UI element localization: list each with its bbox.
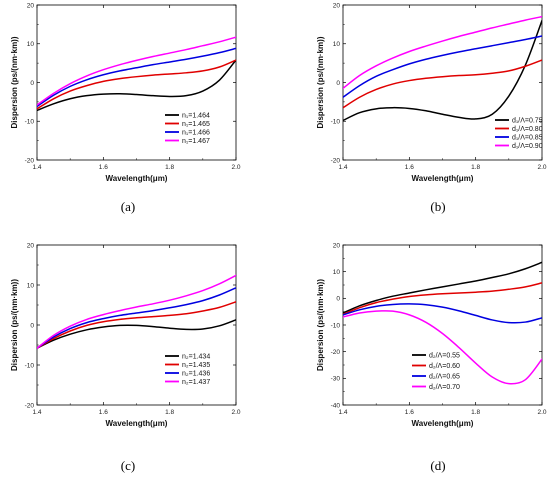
y-axis-label: Dispersion (ps/(nm·km)) (10, 36, 19, 128)
series-line-2 (37, 47, 236, 108)
series-line-2 (37, 287, 236, 349)
legend-label: d₁/Λ=0.90 (512, 143, 543, 150)
legend-label: n₁=1.464 (182, 112, 210, 119)
series-line-1 (37, 59, 236, 110)
y-tick-label: 20 (333, 2, 341, 9)
panel-label: (a) (121, 199, 135, 214)
x-tick-label: 2.0 (537, 409, 546, 416)
legend-label: d₁/Λ=0.85 (512, 134, 543, 141)
y-tick-label: 0 (30, 80, 34, 87)
x-tick-label: 1.6 (99, 164, 108, 171)
series-line-1 (343, 59, 542, 109)
panel-label: (c) (121, 458, 135, 473)
x-tick-label: 1.4 (338, 409, 347, 416)
y-tick-label: 10 (333, 269, 341, 276)
x-tick-label: 1.4 (32, 164, 41, 171)
x-tick-label: 1.6 (405, 164, 414, 171)
x-tick-label: 1.6 (405, 409, 414, 416)
series-group (343, 15, 542, 122)
y-tick-label: 0 (30, 322, 34, 329)
y-tick-label: 20 (27, 2, 35, 9)
y-tick-label: 10 (27, 41, 35, 48)
y-tick-label: 20 (27, 242, 35, 249)
x-axis-label: Wavelength(μm) (412, 419, 474, 428)
plot-frame (36, 4, 237, 161)
y-tick-label: -10 (25, 362, 35, 369)
chart-panel-2: 1.4 1.6 1.8 2.0 -20 -10 0 10 20 Wavelength(μm) Dis… (10, 242, 241, 473)
legend-label: n₁=1.466 (182, 129, 210, 136)
series-line-3 (343, 15, 542, 90)
x-tick-label: 1.8 (165, 409, 174, 416)
legend-label: n₂=1.436 (182, 370, 210, 377)
y-tick-label: 10 (333, 41, 341, 48)
legend-label: d₂/Λ=0.60 (429, 363, 460, 370)
y-tick-label: -20 (25, 157, 35, 164)
series-line-0 (37, 59, 236, 112)
y-tick-label: -10 (331, 322, 341, 329)
y-axis-label: Dispersion (ps/(nm·km)) (10, 279, 19, 371)
legend-label: d₁/Λ=0.80 (512, 126, 543, 133)
legend-label: d₂/Λ=0.70 (429, 384, 460, 391)
chart-panel-0: 1.4 1.6 1.8 2.0 -20 -10 0 10 20 Wavelength(μm) Dis… (10, 2, 241, 214)
y-tick-label: -10 (25, 119, 35, 126)
legend-label: d₂/Λ=0.55 (429, 352, 460, 359)
legend-label: d₂/Λ=0.65 (429, 373, 460, 380)
x-tick-label: 2.0 (231, 164, 240, 171)
plot-frame (342, 244, 543, 406)
series-line-3 (343, 310, 542, 385)
x-axis-label: Wavelength(μm) (106, 419, 168, 428)
series-line-2 (343, 303, 542, 324)
y-tick-label: -20 (331, 157, 341, 164)
legend-label: n₂=1.437 (182, 379, 210, 386)
x-tick-label: 1.6 (99, 409, 108, 416)
series-line-0 (343, 261, 542, 314)
series-line-3 (37, 36, 236, 106)
series-group (37, 274, 236, 349)
x-tick-label: 1.4 (338, 164, 347, 171)
y-tick-label: -20 (331, 349, 341, 356)
x-tick-label: 1.8 (471, 409, 480, 416)
series-line-1 (343, 282, 542, 316)
series-line-1 (37, 301, 236, 349)
y-tick-label: 10 (27, 282, 35, 289)
y-tick-label: -10 (331, 119, 341, 126)
x-axis-label: Wavelength(μm) (412, 174, 474, 183)
series-group (343, 261, 542, 385)
legend-label: n₂=1.435 (182, 362, 210, 369)
legend-label: n₁=1.467 (182, 138, 210, 145)
chart-panel-1: 1.4 1.6 1.8 2.0 -20 -10 0 10 20 Wavelength(μm) Dis… (316, 2, 547, 214)
legend-label: d₁/Λ=0.75 (512, 117, 543, 124)
x-tick-label: 1.8 (471, 164, 480, 171)
panel-label: (b) (430, 199, 445, 214)
series-line-3 (37, 274, 236, 349)
y-axis-label: Dispersion (ps/(nm·km)) (316, 36, 325, 128)
x-axis-label: Wavelength(μm) (106, 174, 168, 183)
x-tick-label: 1.8 (165, 164, 174, 171)
x-tick-label: 2.0 (537, 164, 546, 171)
legend-label: n₂=1.434 (182, 353, 210, 360)
x-tick-label: 1.4 (32, 409, 41, 416)
panel-label: (d) (430, 458, 445, 473)
series-group (37, 36, 236, 112)
y-tick-label: 0 (336, 80, 340, 87)
legend-label: n₁=1.465 (182, 121, 210, 128)
series-line-0 (343, 19, 542, 122)
y-axis-label: Dispersion (ps/(nm·km)) (316, 279, 325, 371)
series-line-2 (343, 35, 542, 98)
series-line-0 (37, 319, 236, 349)
y-tick-label: 0 (336, 296, 340, 303)
y-tick-label: -40 (331, 402, 341, 409)
chart-panel-3: 1.4 1.6 1.8 2.0 -40 -30 -20 -10 0 10 20 Wavelength(… (316, 242, 547, 473)
x-tick-label: 2.0 (231, 409, 240, 416)
y-tick-label: 20 (333, 242, 341, 249)
y-tick-label: -20 (25, 402, 35, 409)
y-tick-label: -30 (331, 376, 341, 383)
